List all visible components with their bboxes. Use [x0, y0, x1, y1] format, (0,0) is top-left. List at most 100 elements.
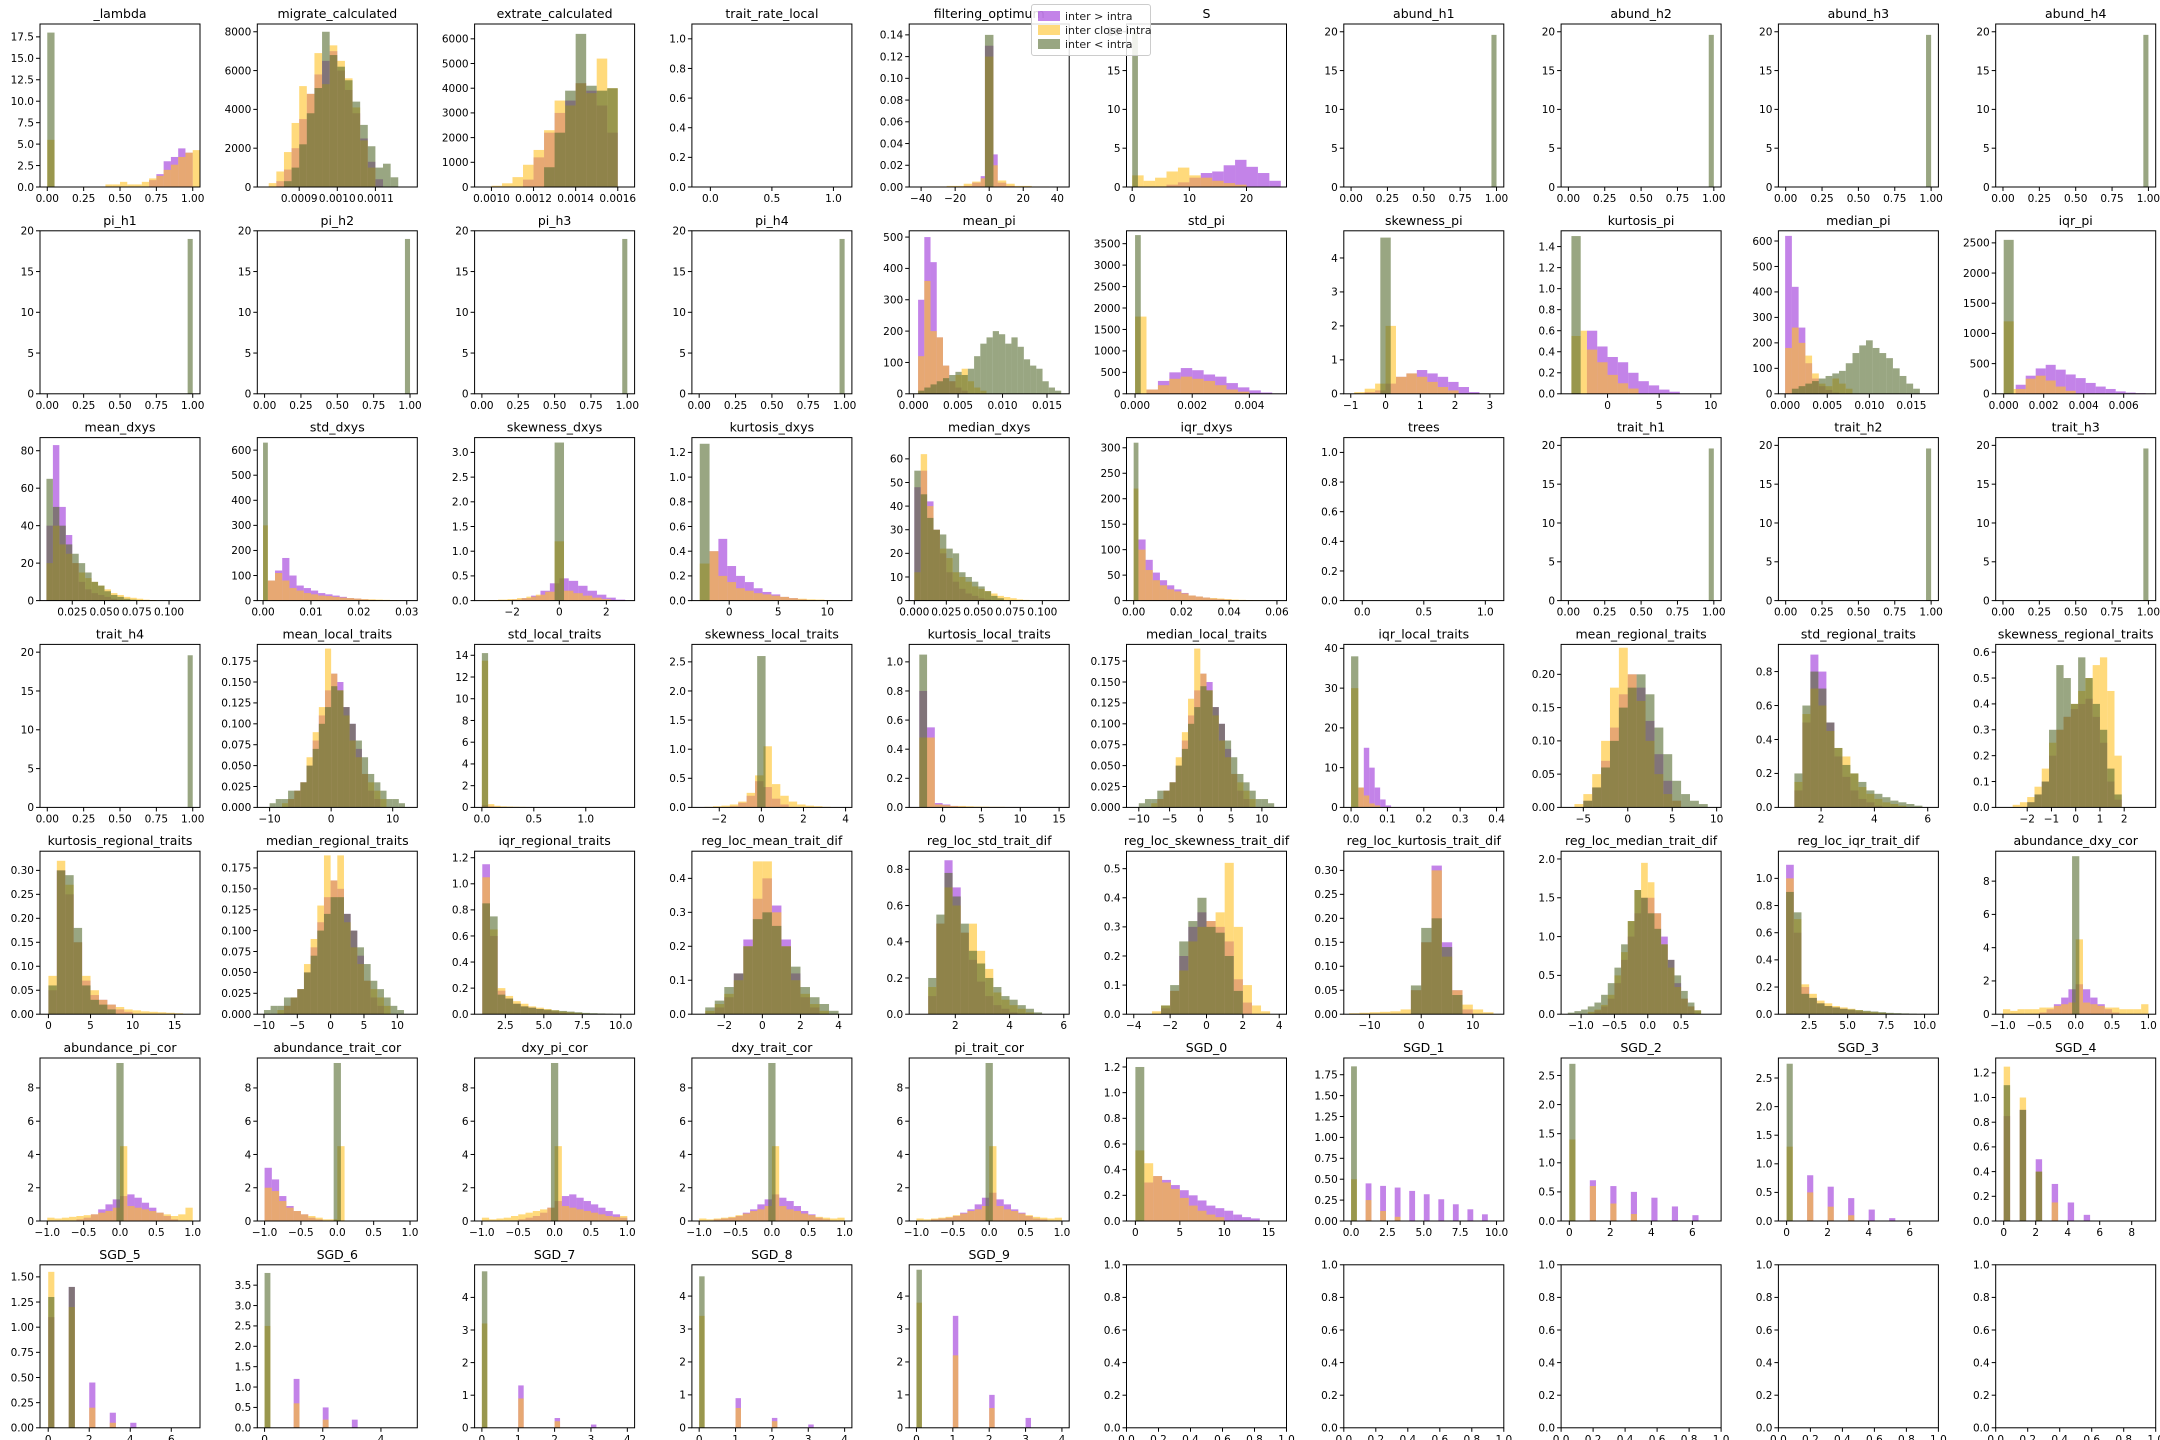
y-tick-label: 500 — [1100, 367, 1120, 379]
y-tick-label: 0.025 — [221, 781, 251, 793]
subplot-title: pi_h1 — [103, 213, 137, 228]
subplot-empty-68: 0.0 0.2 0.4 0.6 0.8 1.00.00.20.40.60.81.0 — [1756, 1260, 1947, 1440]
y-tick-label: 0.2 — [1538, 368, 1555, 380]
x-tick-label: −10 — [253, 1020, 275, 1032]
y-tick-label: 4 — [1331, 253, 1338, 265]
subplot-empty-65: 0.0 0.2 0.4 0.6 0.8 1.00.00.20.40.60.81.0 — [1104, 1260, 1295, 1440]
x-tick-label: 0.75 — [145, 400, 168, 412]
series-inter-close-intra — [482, 877, 590, 1015]
y-tick-label: 15.0 — [11, 53, 34, 65]
x-tick-label: 2 — [86, 1434, 93, 1440]
bar — [2051, 1202, 2059, 1221]
y-tick-label: 5 — [1114, 143, 1121, 155]
y-tick-label: 20 — [1976, 27, 1989, 39]
bar — [349, 723, 356, 808]
bar — [967, 1211, 975, 1221]
series-inter-intra — [1135, 235, 1141, 394]
series-inter-intra — [187, 238, 193, 394]
subplot-title: reg_loc_std_trait_dif — [927, 833, 1052, 848]
x-tick-label: 0 — [1604, 400, 1611, 412]
x-tick-label: 10 — [391, 1020, 404, 1032]
bar — [829, 1010, 839, 1015]
y-tick-label: 0 — [1983, 595, 1990, 607]
x-tick-label: 10 — [1183, 193, 1196, 205]
bar — [1226, 389, 1238, 394]
x-tick-label: 0.06 — [1265, 607, 1289, 619]
x-tick-label: 0.0014 — [557, 193, 594, 205]
subplot-title: skewness_pi — [1385, 213, 1463, 228]
y-tick-label: 0.0 — [1756, 1009, 1773, 1021]
bar — [390, 177, 399, 187]
bar — [332, 596, 340, 601]
x-tick-label: 0.4 — [1834, 1434, 1851, 1440]
y-tick-label: 0.6 — [1973, 647, 1990, 659]
y-tick-label: 4 — [679, 1291, 686, 1303]
y-tick-label: 15 — [1976, 65, 1989, 77]
x-tick-label: 0.050 — [963, 607, 993, 619]
bar — [1223, 165, 1236, 187]
y-tick-label: 0.0 — [452, 595, 469, 607]
bar — [2114, 755, 2122, 808]
bar — [288, 790, 295, 808]
bar — [1224, 862, 1234, 1015]
bar — [718, 575, 728, 601]
y-tick-label: 5 — [1548, 143, 1555, 155]
bar — [1594, 1002, 1602, 1015]
y-tick-label: 0.8 — [1756, 666, 1773, 678]
bar — [170, 164, 179, 187]
bar — [1438, 1199, 1445, 1221]
axes-frame — [908, 850, 1070, 1015]
bar — [1661, 944, 1668, 1015]
y-tick-label: 10.0 — [11, 96, 34, 108]
subplot-title: abund_h1 — [1393, 6, 1455, 21]
bar — [1269, 180, 1281, 187]
bar — [1009, 999, 1018, 1015]
y-tick-label: 0.0 — [1973, 1423, 1990, 1435]
bar — [2107, 768, 2115, 808]
x-tick-label: 0.6 — [1649, 1434, 1666, 1440]
bar — [488, 804, 495, 808]
x-tick-label: 0.5 — [764, 193, 781, 205]
subplot-sgd-1: 0.0 2.5 5.0 7.5 10.00.000.250.500.751.001.25… — [1314, 1040, 1508, 1239]
bar — [1818, 688, 1827, 808]
bar — [974, 1209, 982, 1221]
subplot-title: mean_regional_traits — [1575, 626, 1706, 641]
y-tick-label: 0.4 — [669, 546, 686, 558]
x-tick-label: 2.5 — [1801, 1020, 1818, 1032]
y-tick-label: 0.02 — [880, 160, 903, 172]
bar — [1458, 387, 1470, 394]
subplot-mean-local-traits: −10 0 100.0000.0250.0500.0750.1000.1250.15… — [221, 626, 418, 825]
bar — [1786, 1063, 1793, 1221]
y-tick-label: 1.5 — [1538, 1128, 1555, 1140]
bar — [544, 130, 555, 187]
bar — [360, 124, 368, 187]
x-tick-label: 0.03 — [395, 607, 418, 619]
bar — [339, 597, 347, 601]
x-tick-label: 0 — [328, 813, 335, 825]
series-inter-intra — [47, 32, 55, 187]
y-tick-label: 0.0 — [1104, 1009, 1121, 1021]
bar — [1798, 386, 1806, 394]
bar — [1899, 375, 1907, 394]
x-tick-label: 0.5 — [148, 1227, 165, 1239]
bar — [1583, 800, 1593, 808]
bar — [1132, 175, 1144, 187]
bar — [1155, 177, 1167, 187]
bar — [270, 1005, 278, 1015]
y-tick-label: 8 — [897, 1083, 904, 1095]
bar — [1648, 385, 1660, 394]
x-tick-label: −0.5 — [505, 1227, 531, 1239]
y-tick-label: 0.0 — [669, 595, 686, 607]
x-tick-label: 4 — [1871, 813, 1878, 825]
y-tick-label: 0 — [27, 389, 34, 401]
bar — [780, 795, 789, 808]
y-tick-label: 15 — [21, 266, 34, 278]
y-tick-label: 0 — [1114, 595, 1121, 607]
bar — [268, 183, 277, 187]
x-tick-label: 0 — [1418, 1020, 1425, 1032]
x-tick-label: −4 — [1126, 1020, 1142, 1032]
y-tick-label: 2 — [897, 1183, 904, 1195]
y-tick-label: 200 — [231, 545, 251, 557]
